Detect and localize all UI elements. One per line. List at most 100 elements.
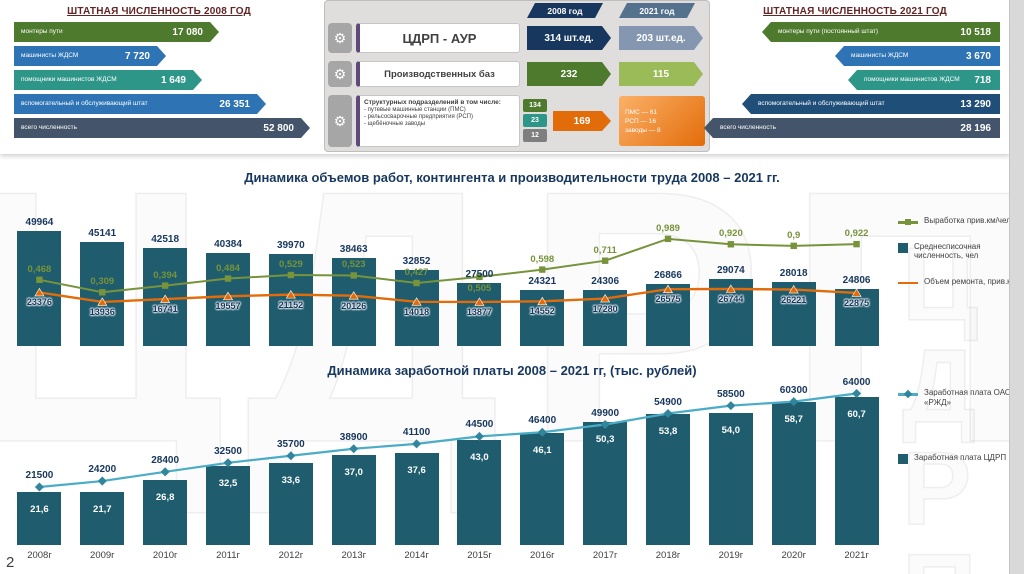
staff-value: 1 649 (160, 74, 186, 86)
salary-cdrp-bar (583, 422, 628, 545)
column-2008-tab: 2008 год (527, 3, 603, 18)
year-label: 2015г (467, 550, 492, 561)
data-label: 32,5 (218, 477, 238, 489)
diamond-marker (349, 444, 359, 454)
square-marker (413, 279, 420, 287)
square-marker (224, 275, 232, 282)
staff-label: всего численность (720, 123, 776, 131)
staff-bar: всего численность 52 800 (14, 118, 310, 138)
staff-panel-2021-title: ШТАТНАЯ ЧИСЛЕННОСТЬ 2021 ГОД (763, 6, 947, 17)
data-label: 35700 (276, 438, 305, 450)
center-row: ⚙ Структурных подразделений в том числе: -… (325, 93, 709, 149)
breakdown-2021-item: ПМС — 61 (625, 108, 658, 116)
triangle-marker (851, 288, 862, 297)
square-marker (36, 276, 43, 284)
data-label: 24200 (88, 464, 117, 476)
headcount-bar (268, 254, 313, 346)
data-label: 14552 (529, 306, 555, 317)
staff-panel-2008-title: ШТАТНАЯ ЧИСЛЕННОСТЬ 2008 ГОД (67, 6, 251, 17)
year-label: 2008г (27, 550, 52, 561)
data-label: 0,484 (216, 262, 240, 274)
salary-rzd-line (39, 392, 857, 489)
data-label: 44500 (465, 419, 494, 431)
data-label: 17280 (592, 303, 618, 314)
staff-row: вспомогательный и обслуживающий штат 13 2… (704, 94, 1000, 114)
salary-cdrp-bar (206, 465, 250, 545)
chips-2008: 134 23 12 (523, 99, 547, 142)
data-label: 0,523 (341, 259, 366, 271)
data-label: 64000 (842, 376, 871, 388)
year-label: 2018г (655, 550, 681, 561)
data-label: 37,6 (407, 465, 426, 477)
data-label: 21,6 (30, 504, 49, 516)
staff-bar: помощники машинистов ЖДСМ 1 649 (14, 70, 202, 90)
legend-label: Среднесписочная численность, чел (914, 241, 981, 261)
legend-square-marker (905, 219, 911, 225)
diamond-marker (286, 451, 296, 461)
square-marker (727, 241, 735, 248)
data-label: 0,598 (530, 253, 555, 265)
data-label: 21,7 (93, 504, 112, 516)
legend-label: Заработная плата ОАО «РЖД» (924, 388, 1012, 407)
salary-cdrp-bar (771, 401, 816, 545)
staff-bar: вспомогательный и обслуживающий штат 13 2… (742, 94, 1000, 114)
data-label: 33,6 (281, 475, 301, 487)
triangle-marker (222, 291, 234, 301)
chip-2008: 23 (523, 114, 547, 127)
staff-label: всего численность (21, 123, 77, 131)
legend-line-marker (898, 389, 918, 399)
staff-panel-2008: ШТАТНАЯ ЧИСЛЕННОСТЬ 2008 ГОД монтеры пут… (8, 2, 310, 152)
chart1-title: Динамика объемов работ, контингента и пр… (244, 170, 780, 185)
center-row: ⚙ ЦДРП - АУР 314 шт.ед. 203 шт.ед. (325, 21, 709, 55)
staff-label: монтеры пути (постоянный штат) (778, 27, 879, 35)
data-label: 37,0 (344, 466, 363, 478)
square-marker (539, 266, 546, 273)
diamond-marker (663, 408, 673, 419)
data-label: 28018 (779, 267, 808, 279)
legend-item: Выработка прив.км/чел (898, 216, 1018, 226)
data-label: 0,505 (467, 282, 492, 294)
chart2-title: Динамика заработной платы 2008 – 2021 гг… (327, 363, 697, 378)
diamond-marker (412, 439, 422, 449)
year-label: 2014г (404, 550, 429, 561)
staff-row: монтеры пути 17 080 (14, 22, 310, 42)
year-label: 2021г (844, 550, 869, 561)
staff-label: помощники машинистов ЖДСМ (21, 75, 117, 83)
chip-2008: 12 (523, 129, 547, 142)
data-label: 23376 (26, 297, 52, 308)
staff-rows-2021: монтеры пути (постоянный штат) 10 518 маши… (704, 22, 1006, 138)
data-label: 58,7 (784, 413, 803, 425)
data-label: 53,8 (658, 425, 678, 437)
staff-value: 7 720 (124, 50, 150, 62)
diamond-marker (600, 419, 610, 430)
data-label: 26221 (781, 294, 807, 305)
salary-cdrp-bar (708, 413, 753, 545)
staff-label: машинисты ЖДСМ (851, 51, 909, 59)
staff-row: машинисты ЖДСМ 7 720 (14, 46, 310, 66)
legend-label: Объем ремонта, прив.км (924, 276, 1017, 286)
staff-value: 17 080 (172, 26, 203, 38)
header-infographic: ШТАТНАЯ ЧИСЛЕННОСТЬ 2008 ГОД монтеры пут… (0, 0, 1010, 154)
value-2008-banner: 314 шт.ед. (527, 26, 611, 50)
salary-cdrp-bar (80, 492, 125, 545)
data-label: 26866 (654, 270, 682, 282)
page-number: 2 (6, 554, 15, 571)
square-marker (99, 289, 106, 296)
triangle-marker (285, 290, 296, 299)
data-label: 0,920 (718, 228, 743, 240)
data-label: 43,0 (470, 452, 489, 464)
data-label: 26,8 (155, 491, 175, 503)
year-label: 2011г (216, 550, 241, 561)
chart2-legend: Заработная плата ОАО «РЖД» Заработная пла… (898, 388, 1018, 510)
staff-value: 26 351 (219, 98, 250, 110)
data-label: 0,394 (153, 269, 178, 281)
breakdown-2021-item: заводы — 8 (625, 126, 661, 134)
triangle-marker (411, 297, 422, 306)
staff-bar: всего численность 28 196 (704, 118, 1000, 138)
data-label: 0,922 (844, 228, 869, 240)
legend-item: Заработная плата ОАО «РЖД» (898, 388, 1018, 407)
cdrp-aur-block: 2008 год 2021 год ⚙ ЦДРП - АУР 314 шт.ед. 2… (324, 0, 710, 152)
diamond-marker (160, 467, 170, 477)
data-label: 0,309 (90, 276, 115, 288)
